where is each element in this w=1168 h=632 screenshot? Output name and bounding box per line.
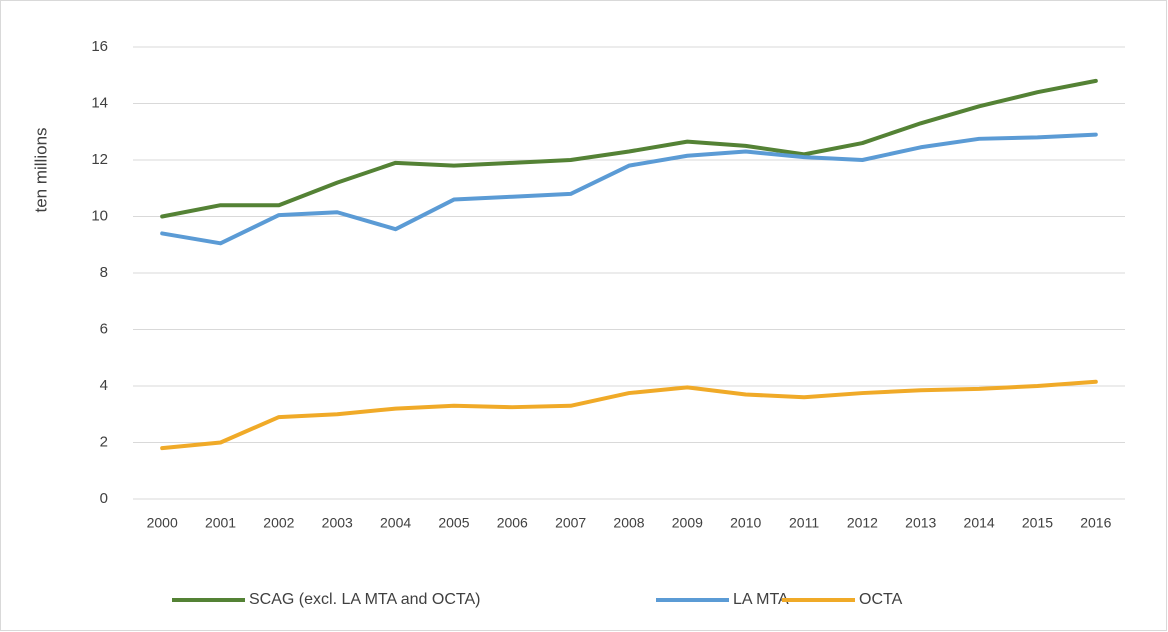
- x-tick-label: 2008: [613, 515, 644, 531]
- x-tick-label: 2015: [1022, 515, 1053, 531]
- x-tick-label: 2012: [847, 515, 878, 531]
- x-tick-label: 2014: [964, 515, 995, 531]
- x-tick-label: 2007: [555, 515, 586, 531]
- x-tick-label: 2010: [730, 515, 761, 531]
- x-tick-label: 2001: [205, 515, 236, 531]
- x-tick-label: 2009: [672, 515, 703, 531]
- y-tick-label: 16: [91, 38, 108, 55]
- y-axis-label: ten millions: [31, 127, 50, 212]
- x-tick-label: 2013: [905, 515, 936, 531]
- y-tick-label: 4: [100, 377, 108, 394]
- series-line: [160, 78, 1098, 219]
- legend-label: LA MTA: [733, 591, 789, 608]
- x-tick-label: 2016: [1080, 515, 1111, 531]
- y-tick-label: 0: [100, 490, 108, 507]
- x-tick-label: 2005: [438, 515, 469, 531]
- y-tick-label: 8: [100, 264, 108, 281]
- x-tick-label: 2004: [380, 515, 411, 531]
- y-tick-label: 2: [100, 433, 108, 450]
- x-tick-label: 2003: [322, 515, 353, 531]
- x-tick-label: 2011: [789, 515, 819, 531]
- y-tick-label: 10: [91, 207, 108, 224]
- legend-label: SCAG (excl. LA MTA and OCTA): [249, 591, 480, 608]
- y-tick-label: 12: [91, 151, 108, 168]
- y-tick-label: 14: [91, 94, 108, 111]
- series-line: [160, 379, 1098, 451]
- series-line: [160, 132, 1098, 246]
- x-tick-label: 2002: [263, 515, 294, 531]
- x-tick-label: 2000: [147, 515, 178, 531]
- y-tick-label: 6: [100, 320, 108, 337]
- legend-label: OCTA: [859, 591, 903, 608]
- x-tick-label: 2006: [497, 515, 528, 531]
